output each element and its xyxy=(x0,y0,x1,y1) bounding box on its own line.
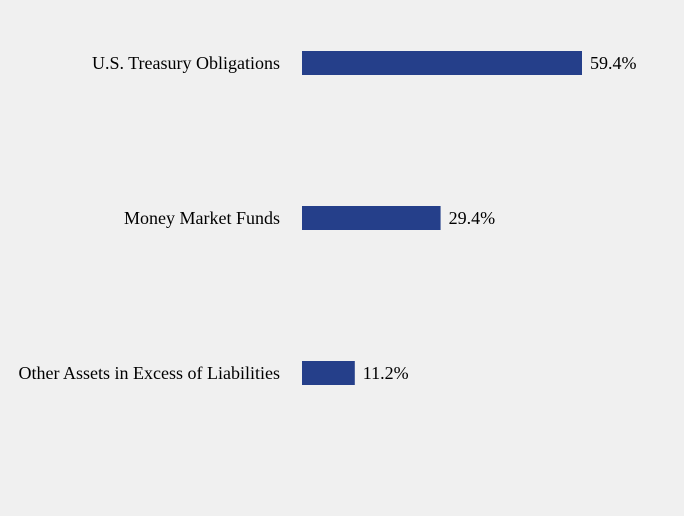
bar xyxy=(302,361,355,385)
bars-group xyxy=(302,51,582,385)
labels-group: U.S. Treasury Obligations 59.4% Money Mark… xyxy=(19,53,637,383)
value-label: 11.2% xyxy=(363,363,409,383)
value-label: 29.4% xyxy=(449,208,496,228)
category-label: Other Assets in Excess of Liabilities xyxy=(19,363,280,383)
category-label: U.S. Treasury Obligations xyxy=(92,53,280,73)
bar xyxy=(302,206,441,230)
bar xyxy=(302,51,582,75)
value-label: 59.4% xyxy=(590,53,637,73)
category-label: Money Market Funds xyxy=(124,208,280,228)
